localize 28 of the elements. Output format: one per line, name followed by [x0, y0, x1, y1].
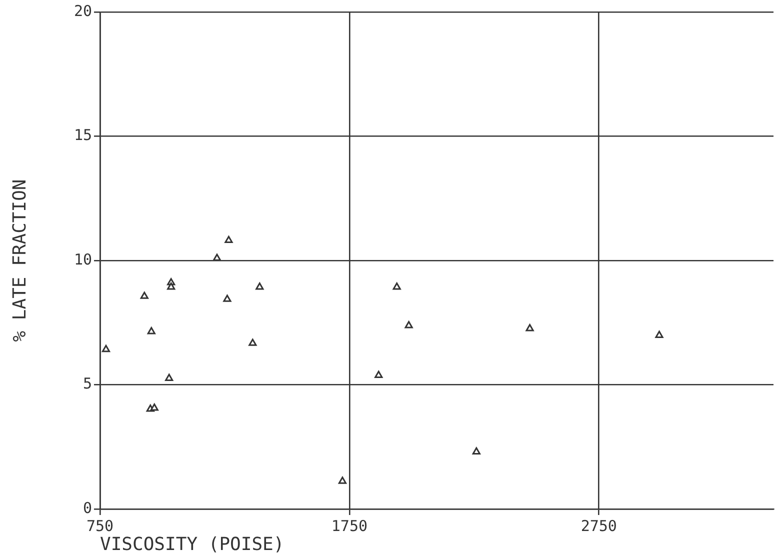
point: [167, 282, 176, 290]
y-tick-label: 15: [74, 126, 92, 144]
x-axis-title: VISCOSITY (POISE): [100, 534, 284, 555]
point: [655, 330, 664, 338]
point: [248, 338, 257, 346]
point: [140, 292, 148, 299]
point: [472, 447, 480, 454]
point: [374, 370, 383, 378]
x-tick-label: 750: [86, 516, 114, 535]
point: [147, 327, 156, 334]
point: [165, 374, 174, 381]
x-tick-label: 2750: [580, 516, 617, 535]
y-axis-title: % LATE FRACTION: [9, 179, 30, 342]
point: [338, 476, 346, 484]
x-tick-label: 1750: [331, 516, 368, 535]
point: [392, 282, 401, 290]
point: [223, 294, 232, 302]
point: [212, 254, 222, 261]
point: [256, 282, 264, 290]
point: [150, 404, 158, 411]
point: [102, 344, 110, 352]
y-tick-label: 10: [74, 250, 92, 268]
y-tick-label: 5: [82, 374, 92, 393]
y-tick-label: 0: [82, 498, 92, 517]
y-tick-label: 20: [74, 2, 92, 20]
point: [526, 324, 534, 332]
point: [224, 236, 233, 244]
point: [404, 321, 413, 328]
